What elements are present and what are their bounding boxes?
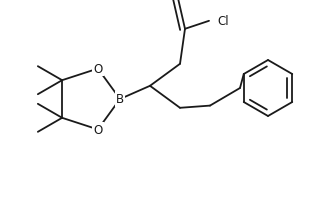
Text: O: O (93, 123, 102, 136)
Text: O: O (93, 63, 102, 76)
Text: Cl: Cl (217, 15, 229, 28)
Text: B: B (116, 93, 124, 106)
